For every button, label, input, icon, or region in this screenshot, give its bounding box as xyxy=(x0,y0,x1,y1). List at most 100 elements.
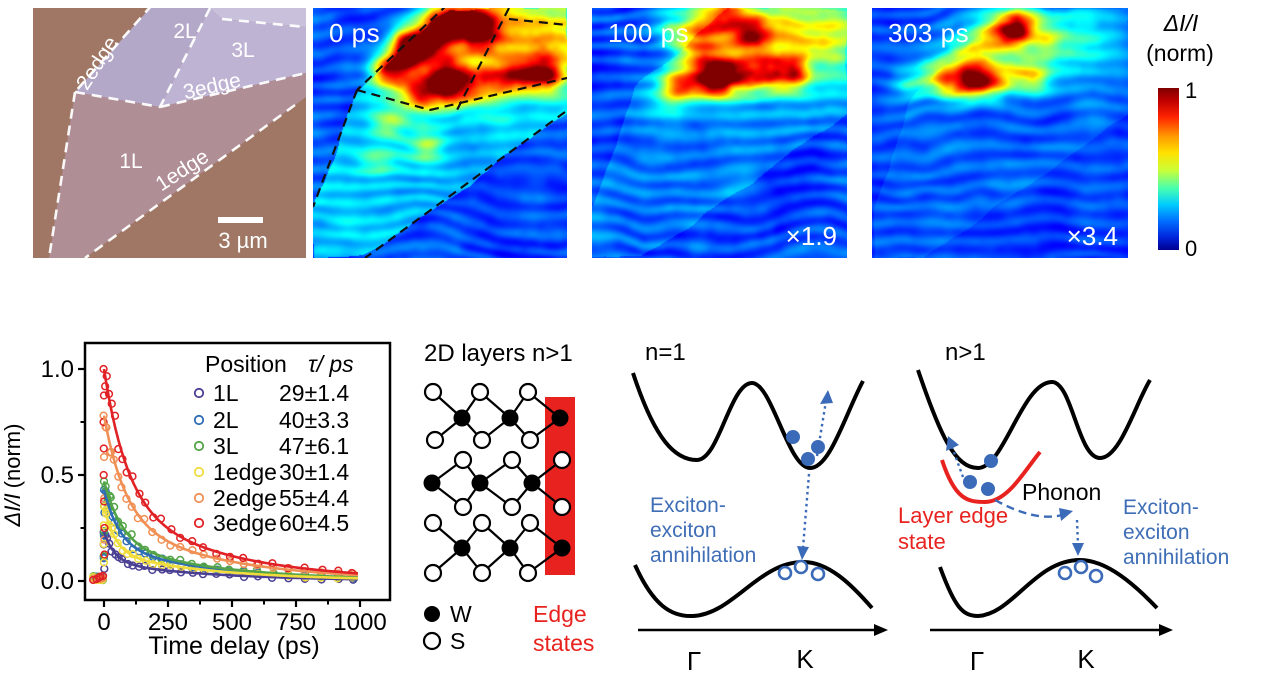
eea-annotation-line3: annihilation xyxy=(1123,546,1229,569)
x-tick-label: 0 xyxy=(97,609,110,636)
down-arrowhead-icon xyxy=(797,546,809,560)
scale-bar xyxy=(218,217,263,223)
region-bulk xyxy=(210,8,306,27)
valence-band-curve xyxy=(633,559,874,619)
ta-map-303ps xyxy=(872,8,1128,258)
legend-header-tau: τ/ ps xyxy=(308,351,354,377)
legend-tau-value: 29±1.4 xyxy=(279,380,349,406)
y-tick-label: 0.5 xyxy=(41,462,74,489)
y-axis-label: ΔI/I(norm) xyxy=(0,424,25,528)
holes xyxy=(777,559,826,582)
legend-s-symbol xyxy=(422,631,442,651)
fit-line-3edge xyxy=(102,368,359,575)
layer-edge-state-curve xyxy=(940,450,1042,505)
legend-label: 1L xyxy=(213,380,239,406)
legend-marker-2L xyxy=(193,414,205,426)
legend-tau-value: 30±1.4 xyxy=(279,459,349,485)
eea-annotation-line2: exciton xyxy=(650,519,717,542)
x-axis-label: Time delay (ps) xyxy=(148,632,319,660)
scale-bar-label: 3 µm xyxy=(218,228,267,253)
colorbar-unit: (norm) xyxy=(1146,40,1214,66)
plot-frame xyxy=(83,341,392,602)
ta-map-100ps xyxy=(592,8,847,258)
legend-label: 2L xyxy=(213,407,239,433)
band-n1-title: n=1 xyxy=(645,339,686,366)
down-arrowhead-icon xyxy=(1072,543,1084,556)
fit-line-3L xyxy=(102,481,358,579)
eea-annotation-line3: annihilation xyxy=(650,544,756,567)
phonon-scattering-arrow xyxy=(994,498,1063,518)
eea-annotation-line1: Exciton- xyxy=(1123,496,1199,519)
colorbar-min-tick: 0 xyxy=(1185,236,1198,261)
lattice-bonds xyxy=(431,391,563,574)
valence-band-curve xyxy=(938,557,1159,619)
legend-label: 3edge xyxy=(213,510,277,536)
fit-line-2edge xyxy=(102,415,359,577)
legend-marker-1L xyxy=(193,387,205,399)
y-tick-label: 0.0 xyxy=(41,568,74,595)
label-2L: 2L xyxy=(173,20,196,43)
band-diagram-n1: n=1 Exciton- exciton annihilation Γ K xyxy=(631,339,888,676)
band-diagram-n-gt-1: n>1 Phonon Layer edge state Exciton- exc… xyxy=(898,339,1229,676)
legend-tau-value: 40±3.3 xyxy=(279,407,349,433)
optical-microscopy-image: 2edge 2L 3L 3edge 1L 1edge 3 µm xyxy=(33,8,306,258)
gamma-point-label: Γ xyxy=(970,646,984,676)
legend-marker-1edge xyxy=(193,466,205,478)
curves xyxy=(88,364,359,585)
chart-legend: Position τ/ ps 1L 29±1.4 2L 40±3.3 3L 47±6.11ed… xyxy=(193,351,354,536)
band-n2-title: n>1 xyxy=(945,339,986,366)
axis-arrowhead-icon xyxy=(1159,624,1173,636)
region-1L xyxy=(49,73,306,258)
chart-plot-area: 0 250 500 750 1000 0.0 0.5 1.0 Position τ/ ps 1L 29… xyxy=(41,341,392,636)
y-tick-label: 1.0 xyxy=(41,356,74,383)
legend-w-symbol xyxy=(424,606,440,622)
legend-header-position: Position xyxy=(205,351,287,377)
legend-tau-value: 60±4.5 xyxy=(279,510,349,536)
sulfur-atoms xyxy=(423,382,572,583)
exciton-electrons xyxy=(963,454,998,496)
phonon-arrowhead-icon xyxy=(1059,508,1073,521)
colorbar-title: ΔI/I xyxy=(1163,10,1199,36)
ta-panel-0ps: 0 ps xyxy=(313,8,567,258)
colorbar-max-tick: 1 xyxy=(1185,78,1198,103)
layer-edge-state-label-line2: state xyxy=(898,529,946,554)
up-arrowhead-icon xyxy=(946,436,959,451)
fit-line-1edge xyxy=(102,506,358,580)
recombination-down-arrow xyxy=(801,473,811,549)
conduction-band-curve xyxy=(916,369,1152,471)
ta-panel-100ps: 100 ps ×1.9 xyxy=(592,8,847,258)
eea-annotation-line2: exciton xyxy=(1123,521,1190,544)
delay-time-label: 303 ps xyxy=(888,18,970,48)
k-point-label: K xyxy=(1077,644,1095,674)
recombination-down-arrow xyxy=(1075,519,1080,546)
gamma-point-label: Γ xyxy=(687,646,701,676)
legend-tau-value: 55±4.4 xyxy=(279,485,349,511)
x-tick-label: 750 xyxy=(276,609,316,636)
conduction-band-curve xyxy=(631,372,865,471)
fit-line-1L xyxy=(102,531,358,581)
edge-states-label-line1: Edge xyxy=(533,601,587,627)
legend-tau-value: 47±6.1 xyxy=(279,433,349,459)
exciton-electrons xyxy=(786,430,825,466)
colorbar xyxy=(1158,88,1179,250)
lattice-schematic: 2D layers n>1 xyxy=(422,340,594,656)
x-tick-label: 250 xyxy=(148,609,188,636)
k-point-label: K xyxy=(796,644,814,674)
axis-arrowhead-icon xyxy=(874,624,888,636)
flake-boundary-dashed-lines xyxy=(47,8,306,258)
delay-time-label: 0 ps xyxy=(329,18,381,48)
legend-marker-2edge xyxy=(193,492,205,504)
lattice-atoms xyxy=(423,382,572,583)
legend-label: 1edge xyxy=(213,459,277,485)
holes xyxy=(1057,559,1104,584)
legend-label: 3L xyxy=(213,433,239,459)
lattice-title: 2D layers n>1 xyxy=(424,340,573,367)
label-1L: 1L xyxy=(119,150,142,173)
up-arrowhead-icon xyxy=(820,390,833,404)
eea-annotation-line1: Exciton- xyxy=(650,494,726,517)
tungsten-atoms xyxy=(423,409,571,557)
legend-s-label: S xyxy=(450,628,465,654)
ta-0ps-flake-outline xyxy=(313,8,567,258)
scale-multiplier: ×1.9 xyxy=(785,221,837,251)
delay-time-label: 100 ps xyxy=(608,18,690,48)
